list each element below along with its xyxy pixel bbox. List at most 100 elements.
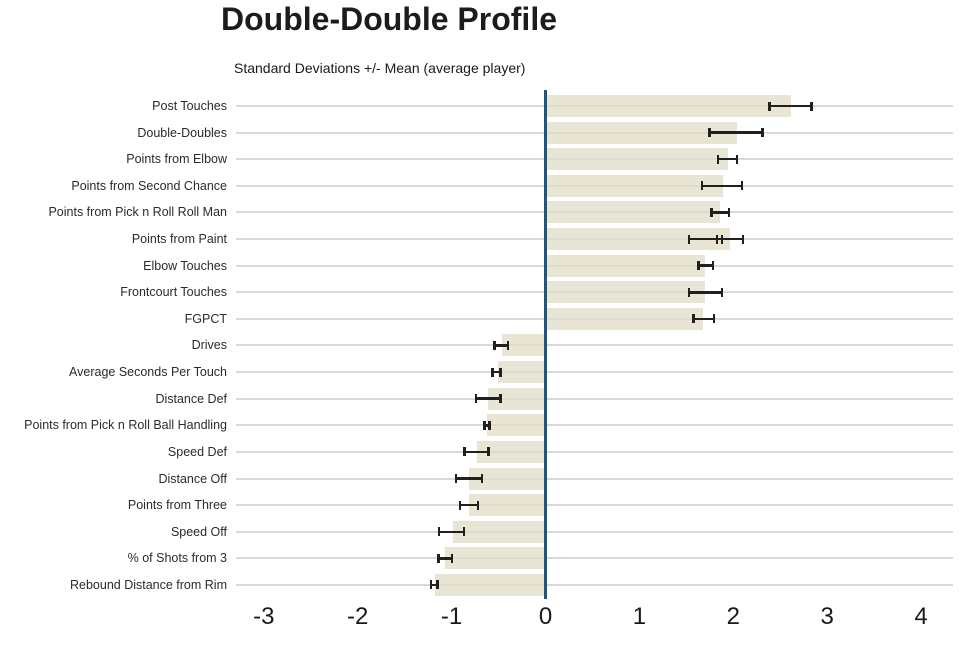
error-bar-cap bbox=[727, 207, 731, 217]
value-bar bbox=[434, 573, 546, 596]
x-axis-tick-label: -3 bbox=[253, 603, 275, 630]
category-label: Elbow Touches bbox=[143, 258, 227, 273]
value-bar bbox=[545, 307, 704, 330]
error-bar-cap bbox=[487, 447, 490, 457]
value-bar bbox=[502, 334, 546, 357]
error-bar-cap bbox=[491, 367, 494, 377]
error-bar-cap bbox=[740, 181, 744, 191]
error-bar-cap bbox=[506, 340, 510, 350]
category-gridline bbox=[236, 397, 953, 400]
value-bar bbox=[545, 148, 728, 171]
zero-reference-line bbox=[544, 90, 547, 599]
error-bar-cap bbox=[710, 207, 713, 217]
error-bar-cap bbox=[720, 287, 724, 297]
error-bar-cap bbox=[437, 527, 441, 537]
category-label: Points from Second Chance bbox=[71, 178, 227, 193]
error-bar bbox=[710, 211, 730, 214]
error-bar bbox=[483, 424, 491, 427]
error-bar bbox=[459, 503, 479, 507]
error-bar bbox=[491, 370, 502, 374]
x-axis-tick-label: 3 bbox=[820, 603, 834, 630]
error-bar-cap bbox=[712, 314, 716, 324]
secondary-error-bar-cap bbox=[720, 234, 724, 244]
x-axis-tick-label: -2 bbox=[347, 603, 369, 630]
error-bar-cap bbox=[474, 394, 478, 404]
error-bar bbox=[717, 157, 738, 161]
category-gridline bbox=[236, 477, 953, 480]
error-bar-cap bbox=[810, 101, 813, 111]
error-bar-cap bbox=[761, 128, 764, 138]
chart-subtitle: Standard Deviations +/- Mean (average pl… bbox=[234, 60, 526, 76]
error-bar-cap bbox=[493, 340, 496, 350]
category-label: Speed Def bbox=[167, 444, 227, 459]
error-bar-cap bbox=[716, 154, 720, 164]
value-bar bbox=[453, 520, 546, 543]
error-bar-cap bbox=[692, 314, 695, 324]
value-bar bbox=[445, 547, 546, 570]
category-gridline bbox=[236, 344, 953, 347]
category-label: Points from Paint bbox=[131, 232, 227, 247]
chart-title: Double-Double Profile bbox=[221, 1, 557, 37]
category-gridline bbox=[236, 583, 953, 586]
error-bar bbox=[430, 583, 439, 587]
value-bar bbox=[469, 467, 546, 490]
x-axis-tick-label: 4 bbox=[914, 603, 928, 630]
error-bar-cap bbox=[437, 553, 440, 563]
error-bar-cap bbox=[483, 420, 486, 430]
value-bar bbox=[545, 254, 706, 277]
error-bar-cap bbox=[499, 394, 502, 404]
value-bar bbox=[497, 361, 546, 384]
error-bar bbox=[697, 264, 714, 267]
error-bar-cap bbox=[488, 420, 491, 430]
category-label: Distance Def bbox=[155, 391, 227, 406]
error-bar-cap bbox=[768, 101, 771, 111]
error-bar-cap bbox=[700, 181, 704, 191]
category-label: Rebound Distance from Rim bbox=[69, 577, 227, 592]
error-bar-cap bbox=[463, 447, 466, 457]
error-bar-cap bbox=[735, 154, 739, 164]
value-bar bbox=[488, 387, 546, 410]
value-bar bbox=[545, 95, 791, 117]
category-label: Frontcourt Touches bbox=[120, 285, 227, 300]
value-bar bbox=[468, 494, 546, 517]
error-bar-cap bbox=[711, 261, 715, 271]
x-axis-tick-label: 0 bbox=[538, 603, 553, 630]
x-axis-tick-label: -1 bbox=[440, 603, 463, 630]
error-bar-cap bbox=[450, 553, 454, 563]
secondary-error-bar bbox=[688, 237, 723, 241]
error-bar bbox=[455, 477, 483, 480]
error-bar-cap bbox=[454, 474, 458, 484]
category-label: Points from Three bbox=[127, 498, 227, 513]
x-axis-tick-label: 1 bbox=[632, 603, 647, 630]
secondary-error-bar-cap bbox=[687, 234, 691, 244]
error-bar bbox=[692, 317, 715, 321]
category-label: Average Seconds Per Touch bbox=[69, 365, 227, 380]
value-bar bbox=[476, 440, 546, 463]
category-label: Points from Pick n Roll Roll Man bbox=[48, 205, 227, 220]
error-bar-cap bbox=[697, 261, 700, 271]
error-bar-cap bbox=[436, 580, 439, 590]
error-bar bbox=[493, 344, 509, 347]
error-bar bbox=[463, 450, 490, 454]
error-bar-cap bbox=[708, 128, 711, 138]
category-label: % of Shots from 3 bbox=[127, 551, 227, 566]
value-bar bbox=[545, 228, 731, 251]
category-label: Points from Pick n Roll Ball Handling bbox=[24, 418, 227, 433]
error-bar bbox=[768, 104, 813, 108]
category-gridline bbox=[236, 530, 953, 533]
category-label: FGPCT bbox=[184, 311, 227, 326]
error-bar bbox=[708, 131, 764, 134]
error-bar-cap bbox=[458, 500, 462, 510]
value-bar bbox=[487, 414, 546, 437]
error-bar bbox=[701, 184, 743, 188]
error-bar-cap bbox=[480, 474, 484, 484]
category-gridline bbox=[236, 371, 953, 374]
error-bar-cap bbox=[741, 234, 745, 244]
category-gridline bbox=[236, 424, 953, 427]
category-gridline bbox=[236, 450, 953, 453]
value-bar bbox=[545, 281, 706, 304]
error-bar-cap bbox=[429, 580, 432, 590]
error-bar-cap bbox=[476, 500, 480, 510]
value-bar bbox=[545, 174, 723, 197]
